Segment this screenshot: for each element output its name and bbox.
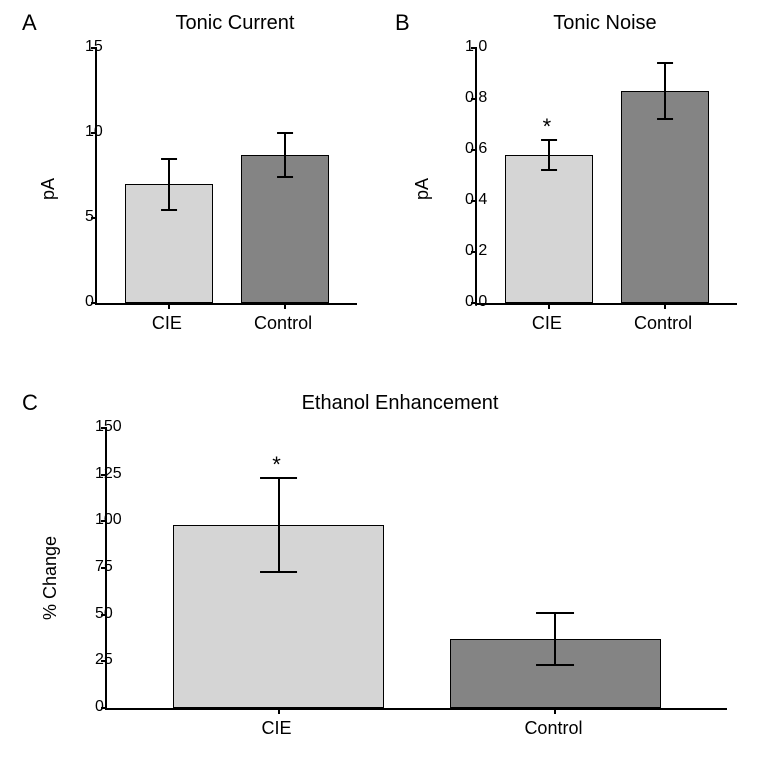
- x-tick: [548, 303, 550, 309]
- panel-title-a: Tonic Current: [120, 12, 350, 35]
- figure: A Tonic Current pA B Tonic Noise pA C Et…: [0, 0, 762, 763]
- plot-c: [105, 428, 727, 710]
- panel-title-b: Tonic Noise: [490, 12, 720, 35]
- category-label: CIE: [532, 313, 562, 334]
- errorbar-cap: [161, 158, 177, 160]
- errorbar: [664, 63, 666, 119]
- y-axis-label-c: % Change: [40, 536, 61, 620]
- errorbar-cap: [161, 209, 177, 211]
- bar-control: [621, 91, 709, 303]
- errorbar-cap: [260, 571, 298, 573]
- plot-b: [475, 48, 737, 305]
- panel-title-c: Ethanol Enhancement: [200, 392, 600, 415]
- x-tick: [554, 708, 556, 714]
- x-tick: [284, 303, 286, 309]
- errorbar-cap: [657, 62, 673, 64]
- errorbar: [168, 159, 170, 210]
- significance-marker: *: [543, 114, 552, 140]
- panel-label-b: B: [395, 10, 410, 36]
- plot-a: [95, 48, 357, 305]
- category-label: CIE: [262, 718, 292, 739]
- x-tick: [168, 303, 170, 309]
- errorbar: [554, 613, 556, 665]
- errorbar: [284, 133, 286, 177]
- category-label: Control: [524, 718, 582, 739]
- x-tick: [278, 708, 280, 714]
- x-tick: [664, 303, 666, 309]
- errorbar-cap: [536, 664, 574, 666]
- errorbar-cap: [657, 118, 673, 120]
- category-label: Control: [254, 313, 312, 334]
- category-label: CIE: [152, 313, 182, 334]
- errorbar-cap: [541, 169, 557, 171]
- errorbar: [278, 478, 280, 571]
- errorbar: [548, 140, 550, 171]
- errorbar-cap: [536, 612, 574, 614]
- bar-cie: [505, 155, 593, 303]
- panel-label-a: A: [22, 10, 37, 36]
- panel-label-c: C: [22, 390, 38, 416]
- errorbar-cap: [277, 132, 293, 134]
- y-axis-label-b: pA: [412, 178, 433, 200]
- y-axis-label-a: pA: [38, 178, 59, 200]
- errorbar-cap: [277, 176, 293, 178]
- significance-marker: *: [272, 452, 281, 478]
- category-label: Control: [634, 313, 692, 334]
